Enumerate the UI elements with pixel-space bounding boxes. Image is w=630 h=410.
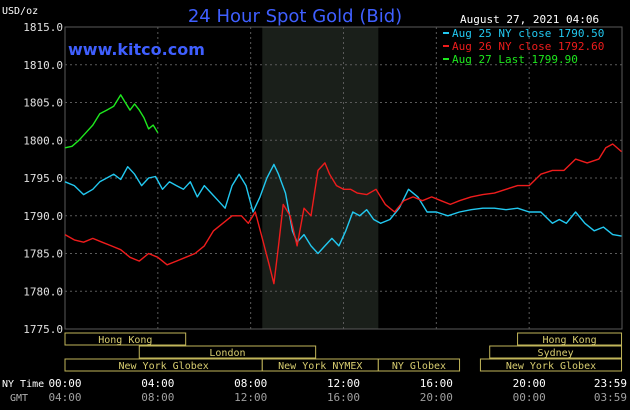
y-tick-label: 1795.0 bbox=[23, 172, 63, 185]
y-tick-label: 1800.0 bbox=[23, 134, 63, 147]
plot-frame bbox=[64, 26, 623, 330]
y-tick-label: 1780.0 bbox=[23, 285, 63, 298]
y-tick-label: 1790.0 bbox=[23, 210, 63, 223]
chart-title: 24 Hour Spot Gold (Bid) bbox=[188, 6, 402, 27]
y-unit-label: USD/oz bbox=[2, 6, 38, 17]
session-label: Hong Kong bbox=[98, 335, 152, 346]
session-bar bbox=[377, 358, 461, 372]
series-line-2 bbox=[64, 143, 622, 285]
session-bar bbox=[479, 358, 623, 372]
x-row1-label: NY Time bbox=[2, 379, 44, 390]
x-tick-label-ny: 20:00 bbox=[513, 377, 546, 390]
x-tick-label-gmt: 00:00 bbox=[513, 391, 546, 404]
series-line-1 bbox=[64, 163, 622, 255]
x-tick-label-gmt: 08:00 bbox=[141, 391, 174, 404]
x-tick-label-ny: 23:59 bbox=[594, 377, 627, 390]
website-label: www.kitco.com bbox=[68, 40, 205, 59]
timestamp: August 27, 2021 04:06 bbox=[460, 13, 599, 26]
x-tick-label-ny: 12:00 bbox=[327, 377, 360, 390]
x-tick-label-gmt: 12:00 bbox=[234, 391, 267, 404]
session-bar bbox=[64, 332, 187, 346]
session-bar bbox=[138, 345, 317, 359]
x-tick-label-gmt: 03:59 bbox=[594, 391, 627, 404]
x-tick-label-gmt: 20:00 bbox=[420, 391, 453, 404]
legend-entry: Aug 26 NY close 1792.60 bbox=[452, 40, 604, 53]
y-tick-label: 1810.0 bbox=[23, 59, 63, 72]
x-row2-label: GMT bbox=[10, 393, 28, 404]
y-tick-label: 1805.0 bbox=[23, 97, 63, 110]
session-label: New York Globex bbox=[118, 361, 208, 372]
series-line-3 bbox=[64, 94, 159, 149]
x-tick-label-ny: 04:00 bbox=[141, 377, 174, 390]
session-label: New York NYMEX bbox=[278, 361, 362, 372]
session-label: London bbox=[209, 348, 245, 359]
x-tick-label-gmt: 16:00 bbox=[327, 391, 360, 404]
x-tick-label-ny: 00:00 bbox=[48, 377, 81, 390]
grid-lines bbox=[64, 26, 623, 330]
session-label: New York Globex bbox=[506, 361, 596, 372]
session-label: NY Globex bbox=[392, 361, 446, 372]
session-bar bbox=[517, 332, 623, 346]
y-tick-label: 1785.0 bbox=[23, 248, 63, 261]
x-tick-label-ny: 16:00 bbox=[420, 377, 453, 390]
x-tick-label-ny: 08:00 bbox=[234, 377, 267, 390]
y-axis-ticks: 1815.0 1810.0 1805.0 1800.0 1795.0 1790.0 1785… bbox=[23, 21, 63, 336]
series-lines bbox=[64, 94, 622, 285]
session-label: Sydney bbox=[538, 348, 574, 359]
x-axis-ticks: 00:0004:0004:0008:0008:0012:0012:0016:00… bbox=[48, 377, 627, 404]
y-tick-label: 1815.0 bbox=[23, 21, 63, 34]
y-tick-label: 1775.0 bbox=[23, 323, 63, 336]
legend-entry: Aug 25 NY close 1790.50 bbox=[452, 27, 604, 40]
legend-entry: Aug 27 Last 1799.90 bbox=[452, 53, 578, 66]
session-label: Hong Kong bbox=[542, 335, 596, 346]
x-tick-label-gmt: 04:00 bbox=[48, 391, 81, 404]
session-bar bbox=[489, 345, 623, 359]
